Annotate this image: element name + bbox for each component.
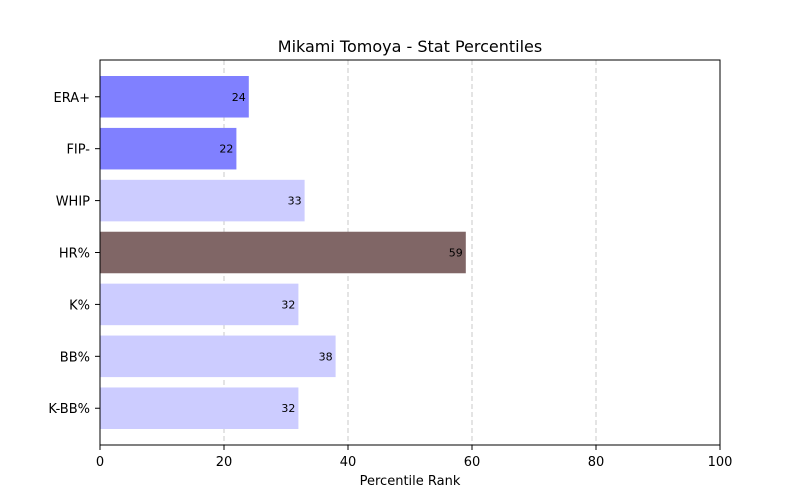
x-tick-label: 60	[464, 455, 481, 470]
plot-frame	[99, 59, 721, 446]
bar-value-label: 24	[232, 91, 246, 104]
bar-value-label: 22	[219, 143, 233, 156]
y-tick-label: HR%	[59, 247, 90, 262]
bar	[100, 283, 299, 326]
x-axis-label: Percentile Rank	[360, 474, 461, 489]
y-tick-label: BB%	[60, 350, 90, 365]
bar-value-label: 38	[319, 350, 333, 363]
x-tick-label: 80	[588, 455, 605, 470]
y-tick-label: ERA+	[53, 91, 90, 106]
y-tick-label: K-BB%	[48, 402, 90, 417]
bars	[100, 76, 466, 429]
bar	[100, 231, 466, 274]
bar	[100, 127, 237, 170]
y-tick-label: WHIP	[56, 195, 90, 210]
bar	[100, 387, 299, 429]
x-tick-label: 20	[216, 455, 233, 470]
x-axis-ticks: 0 20 40 60 80 100	[96, 445, 733, 470]
y-axis-ticks: ERA+ FIP- WHIP HR% K% BB% K-BB%	[48, 91, 100, 417]
x-tick-label: 100	[708, 455, 733, 470]
x-tick-label: 40	[340, 455, 357, 470]
bar-value-label: 33	[288, 195, 302, 208]
chart-title: Mikami Tomoya - Stat Percentiles	[278, 37, 542, 56]
bar-value-label: 32	[281, 402, 295, 415]
bar	[100, 335, 336, 378]
y-tick-label: FIP-	[66, 143, 90, 158]
bar-labels: 24 22 33 59 32 38 32	[219, 91, 462, 415]
bar	[100, 179, 305, 222]
bar-value-label: 59	[449, 247, 463, 260]
bar-value-label: 32	[281, 298, 295, 311]
bar	[100, 76, 249, 118]
y-tick-label: K%	[69, 298, 90, 313]
x-tick-label: 0	[96, 455, 104, 470]
